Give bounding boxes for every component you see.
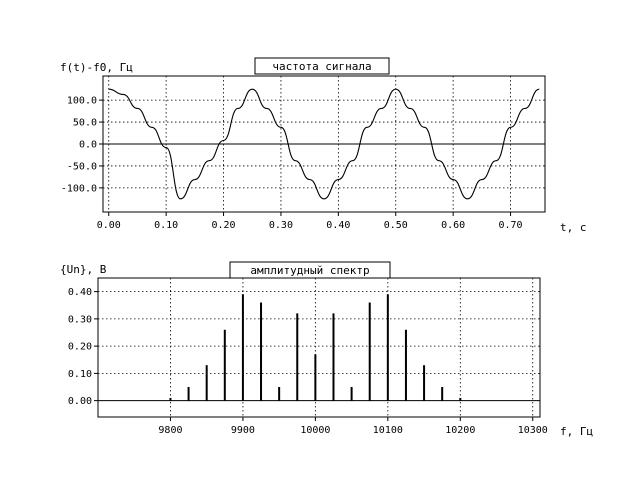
chart-amplitude-spectrum: 0.40 0.30 0.20 0.10 0.00 9800 9900 10000 10100 10… [60,261,593,438]
x-tick-label: 10000 [300,425,330,436]
chart-title: амплитудный спектр [250,264,369,277]
x-tick-label: 0.50 [384,220,408,231]
y-axis-label: {Un}, B [60,263,107,276]
y-tick-label: -100.0 [61,183,97,194]
y-tick-label: 0.20 [68,342,92,353]
title-box [229,261,391,279]
y-tick-label: 0.30 [68,314,92,325]
x-tick-label: 0.40 [326,220,350,231]
x-tick-label: 9800 [158,425,182,436]
x-tick-label: 0.00 [97,220,121,231]
plot-frame [102,75,546,213]
x-axis-label: f, Гц [560,425,593,438]
chart-title: частота сигнала [272,60,371,73]
y-tick-label: 0.10 [68,369,92,380]
plot-frame [97,277,541,418]
x-tick-label: 0.20 [211,220,235,231]
chart-signal-frequency: 100.0 50.0 0.0 -50.0 -100.0 0.00 0.10 0.20 0.30 0… [60,57,587,234]
y-tick-label: 0.00 [68,396,92,407]
y-tick-label: 100.0 [67,96,97,107]
title-box [254,57,390,75]
y-tick-label: 0.40 [68,287,92,298]
x-tick-label: 10200 [445,425,475,436]
x-tick-label: 10300 [518,425,548,436]
x-axis-label: t, c [560,221,587,234]
x-tick-label: 0.30 [269,220,293,231]
x-tick-label: 10100 [373,425,403,436]
y-tick-label: 0.0 [79,140,97,151]
x-tick-label: 9900 [231,425,255,436]
x-tick-label: 0.70 [499,220,523,231]
series-line [108,88,540,200]
x-tick-label: 0.10 [154,220,178,231]
x-tick-label: 0.60 [441,220,465,231]
y-tick-label: -50.0 [67,161,97,172]
y-tick-label: 50.0 [73,118,97,129]
y-axis-label: f(t)-f0, Гц [60,61,133,74]
